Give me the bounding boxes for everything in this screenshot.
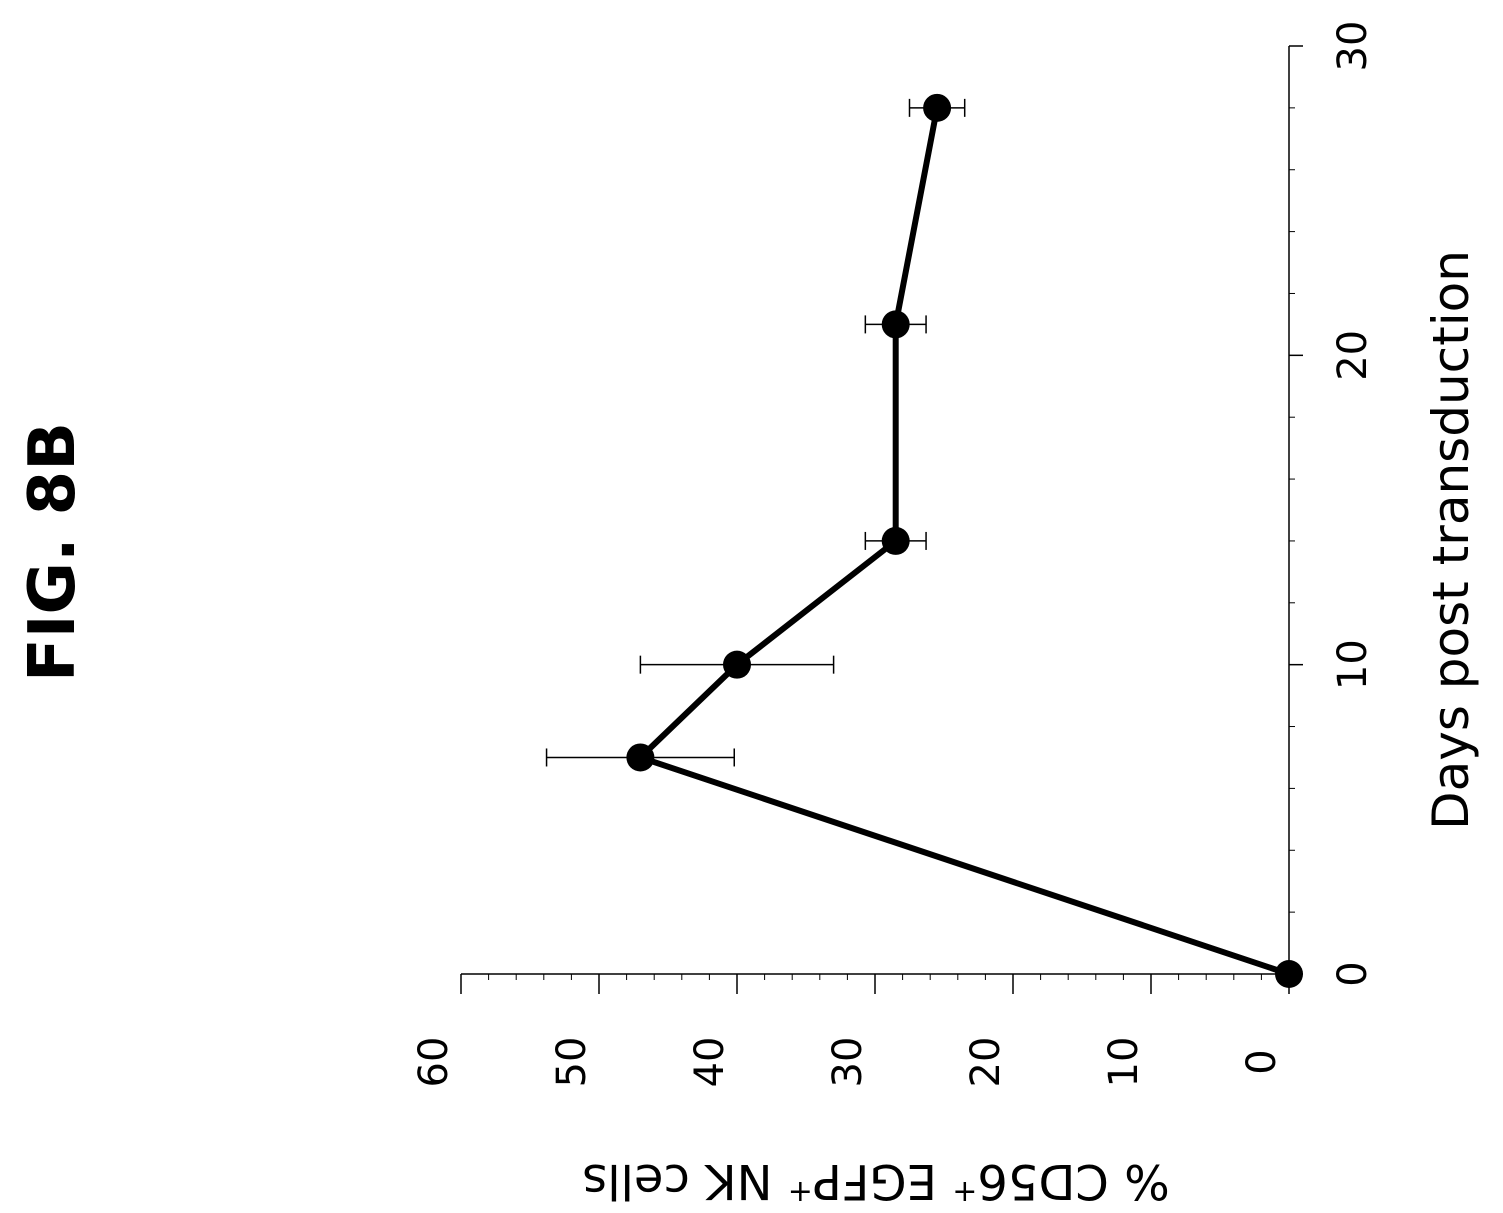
data-point bbox=[881, 310, 910, 339]
plot-area bbox=[545, 93, 1303, 988]
y-axis: 0 10 20 30 40 50 60 bbox=[411, 973, 1290, 1088]
x-axis-title: Days post transduction bbox=[1422, 250, 1480, 830]
y-axis-title-text: EGFP bbox=[813, 1153, 952, 1209]
x-tick-label: 30 bbox=[1330, 21, 1376, 72]
y-axis-title-text: NK cells bbox=[582, 1153, 788, 1209]
data-point bbox=[1275, 960, 1303, 988]
y-tick-label: 30 bbox=[825, 1037, 871, 1088]
data-point bbox=[723, 650, 751, 679]
y-tick-label: 60 bbox=[411, 1037, 457, 1088]
figure-label: FIG. 8B bbox=[16, 422, 90, 682]
y-axis-title-text: % CD56 bbox=[977, 1153, 1169, 1209]
x-tick-label: 10 bbox=[1330, 639, 1376, 690]
y-tick-label: 40 bbox=[687, 1037, 733, 1088]
x-tick-label: 0 bbox=[1330, 961, 1376, 986]
y-tick-label: 10 bbox=[1101, 1037, 1147, 1088]
data-point bbox=[881, 526, 910, 555]
data-point bbox=[626, 743, 655, 772]
y-tick-label: 0 bbox=[1239, 1049, 1285, 1074]
y-axis-title: % CD56+ EGFP+ NK cells bbox=[582, 1153, 1170, 1210]
data-point bbox=[923, 93, 952, 122]
series-line bbox=[637, 107, 1290, 977]
y-tick-label: 20 bbox=[963, 1037, 1009, 1088]
x-axis: 0 10 20 30 bbox=[1288, 21, 1376, 987]
superscript-plus: + bbox=[788, 1175, 813, 1210]
x-tick-label: 20 bbox=[1330, 330, 1376, 381]
y-tick-label: 50 bbox=[549, 1037, 595, 1088]
superscript-plus: + bbox=[952, 1175, 977, 1210]
